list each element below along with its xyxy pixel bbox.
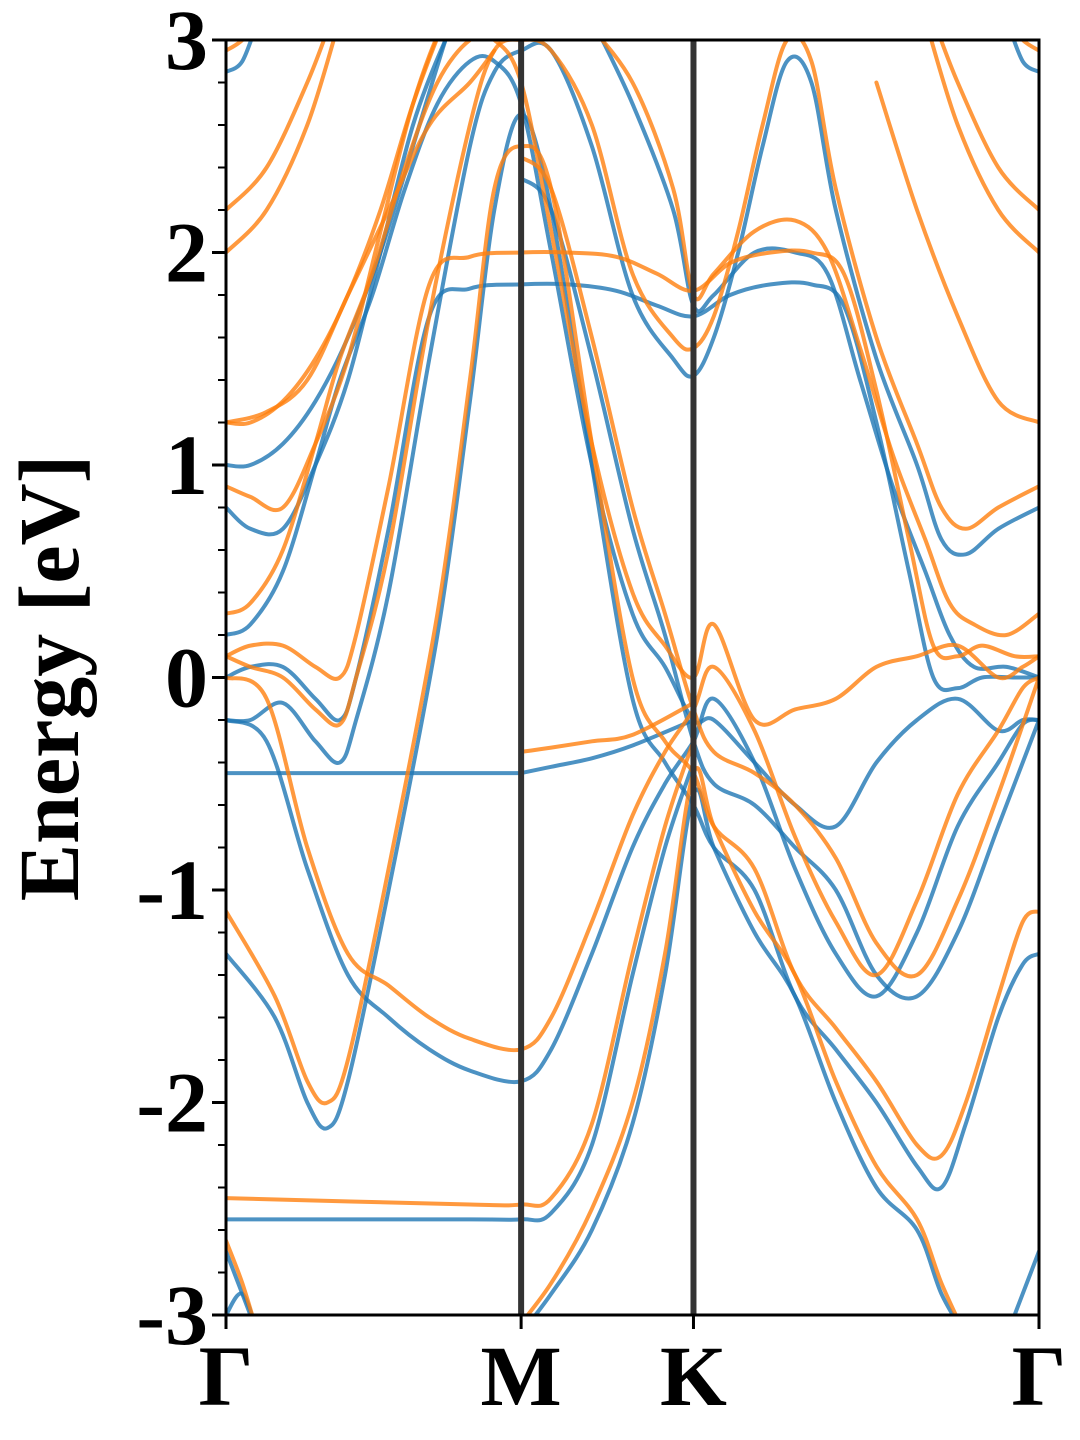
band-line-blue-6 bbox=[226, 40, 448, 537]
band-line-orange-38 bbox=[874, 80, 1039, 425]
band-line-orange-35 bbox=[519, 701, 696, 754]
band-line-blue-3 bbox=[226, 40, 1039, 765]
y-tick-label: -3 bbox=[136, 1267, 208, 1363]
band-line-blue-17 bbox=[519, 176, 1039, 1001]
band-line-blue-14 bbox=[226, 760, 696, 1223]
band-line-orange-23 bbox=[226, 40, 1039, 727]
band-line-orange-37 bbox=[226, 48, 497, 425]
band-line-orange-26 bbox=[226, 40, 439, 427]
band-line-orange-29 bbox=[226, 40, 327, 212]
x-tick-label: Γ bbox=[1012, 1328, 1067, 1424]
band-line-orange-18 bbox=[226, 1238, 255, 1315]
band-line-blue-2 bbox=[226, 696, 1039, 1085]
band-line-blue-12 bbox=[226, 1291, 254, 1315]
band-line-orange-32 bbox=[929, 40, 1039, 255]
y-axis-ticks: -3 -2 -1 0 1 2 3 bbox=[136, 0, 226, 1363]
y-tick-label: -2 bbox=[136, 1055, 208, 1151]
band-line-blue-13 bbox=[1012, 1249, 1039, 1315]
band-line-blue-11 bbox=[533, 787, 956, 1315]
band-line-orange-21 bbox=[226, 40, 1039, 728]
band-line-blue-10 bbox=[1011, 40, 1039, 74]
band-line-orange-28 bbox=[1019, 40, 1039, 53]
band-line-orange-33 bbox=[525, 766, 959, 1315]
band-line-orange-22 bbox=[226, 248, 1039, 681]
x-tick-label: M bbox=[481, 1328, 562, 1424]
band-line-orange-30 bbox=[938, 40, 1039, 212]
band-line-orange-34 bbox=[226, 739, 696, 1208]
band-line-blue-15 bbox=[519, 718, 696, 776]
band-line-orange-20 bbox=[226, 664, 1039, 1053]
band-lines bbox=[226, 40, 1039, 1315]
band-line-blue-9 bbox=[226, 40, 254, 74]
band-line-orange-27 bbox=[226, 40, 246, 53]
y-tick-label: 1 bbox=[165, 417, 208, 513]
y-axis-label: Energy [eV] bbox=[1, 455, 97, 902]
y-tick-label: -1 bbox=[136, 842, 208, 938]
x-tick-label: K bbox=[660, 1328, 727, 1424]
y-tick-label: 3 bbox=[165, 0, 208, 88]
band-line-orange-25 bbox=[599, 40, 1039, 638]
high-symmetry-lines bbox=[518, 40, 697, 1315]
band-line-blue-7 bbox=[600, 40, 1039, 680]
x-tick-label: Γ bbox=[199, 1328, 254, 1424]
y-tick-label: 2 bbox=[165, 205, 208, 301]
band-line-orange-31 bbox=[226, 40, 336, 255]
band-line-orange-36 bbox=[519, 154, 1039, 979]
y-tick-label: 0 bbox=[165, 630, 208, 726]
